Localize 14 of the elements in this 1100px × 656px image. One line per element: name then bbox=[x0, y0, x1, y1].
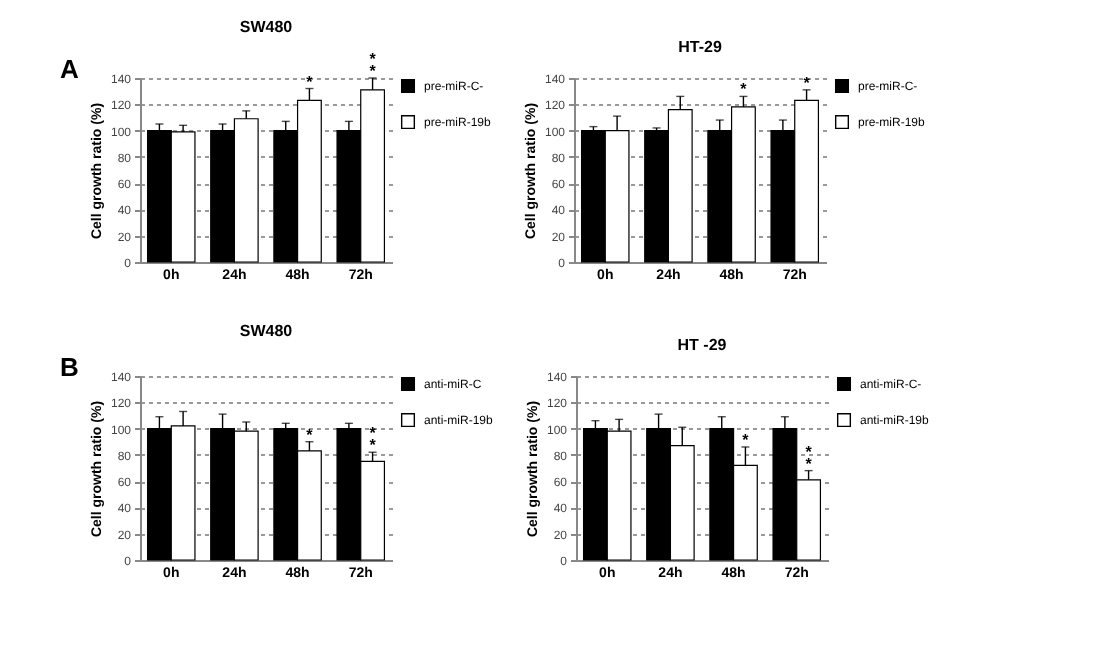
annotation: * bbox=[740, 80, 749, 99]
annotation: * * bbox=[369, 424, 378, 455]
annotation: * * bbox=[369, 50, 378, 80]
chart-title: SW480 bbox=[239, 18, 294, 36]
annotation: * * bbox=[805, 442, 814, 473]
text: B bbox=[60, 352, 79, 382]
annotation: * bbox=[306, 425, 315, 444]
chart-title: HT -29 bbox=[677, 336, 728, 354]
annotation: * bbox=[803, 73, 812, 92]
text: A bbox=[60, 54, 80, 84]
chart-title: HT-29 bbox=[678, 38, 723, 56]
chart-title: SW480 bbox=[239, 322, 294, 340]
annotation: * bbox=[306, 72, 315, 91]
annotation: * bbox=[742, 430, 751, 449]
